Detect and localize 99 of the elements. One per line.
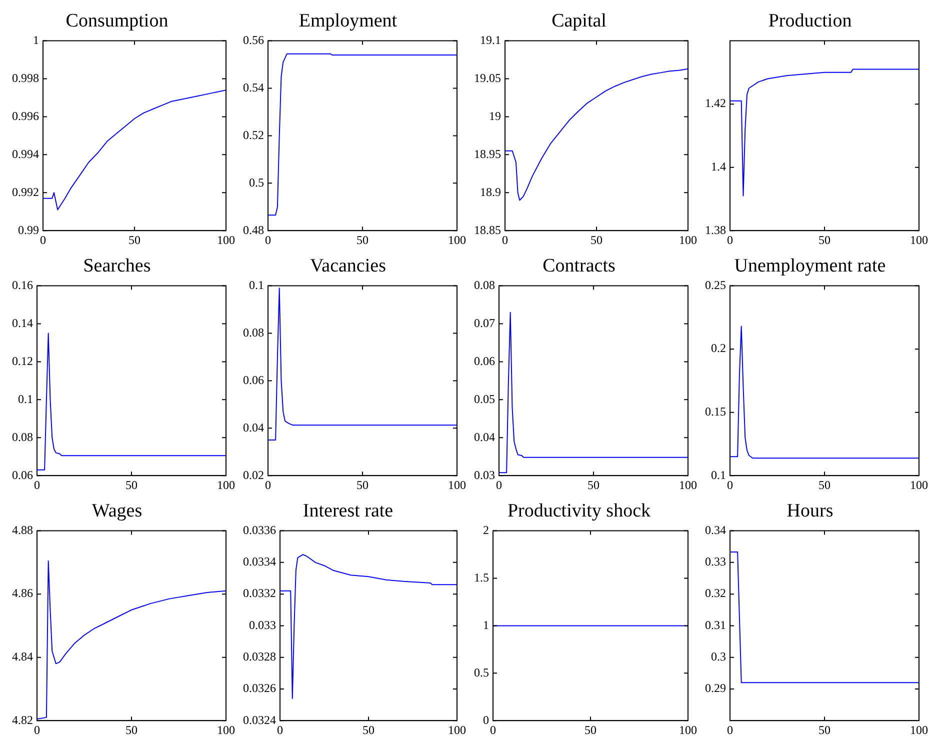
x-tick-label: 50 — [126, 722, 138, 737]
x-tick-label: 100 — [448, 232, 466, 247]
x-tick-label: 100 — [217, 722, 235, 737]
y-tick-label: 0.06 — [243, 372, 264, 387]
x-tick-label: 50 — [818, 232, 830, 247]
y-tick-label: 0.0332 — [243, 586, 276, 600]
y-tick-label: 0.25 — [705, 278, 726, 292]
y-tick-label: 0.04 — [243, 420, 264, 434]
x-tick-label: 50 — [818, 722, 830, 737]
chart-title: Consumption — [66, 10, 169, 32]
y-tick-label: 0.33 — [705, 554, 726, 569]
y-tick-label: 0.99 — [18, 222, 39, 237]
y-tick-label: 4.86 — [12, 586, 33, 600]
y-tick-label: 2 — [483, 522, 489, 537]
x-tick-label: 50 — [128, 232, 140, 247]
y-tick-label: 0.0324 — [243, 712, 276, 727]
x-tick-label: 50 — [356, 478, 368, 492]
y-tick-label: 0.1 — [18, 392, 33, 406]
y-tick-label: 0.04 — [474, 430, 495, 444]
x-tick-label: 50 — [590, 232, 602, 247]
chart-title: Capital — [552, 10, 606, 32]
chart-title: Employment — [298, 10, 398, 32]
x-tick-label: 50 — [818, 478, 830, 492]
x-tick-label: 50 — [584, 722, 596, 737]
y-tick-label: 18.9 — [480, 184, 501, 199]
x-tick-label: 100 — [679, 232, 697, 247]
y-tick-label: 0.32 — [705, 586, 726, 600]
y-tick-label: 18.95 — [474, 146, 501, 161]
y-tick-label: 0.994 — [12, 146, 39, 161]
y-tick-label: 0.06 — [12, 468, 33, 482]
y-tick-label: 0.08 — [12, 430, 33, 444]
y-tick-label: 4.82 — [12, 712, 33, 727]
y-tick-label: 4.88 — [12, 522, 33, 537]
y-tick-label: 0.05 — [474, 392, 495, 406]
y-tick-label: 0.34 — [705, 522, 726, 537]
y-tick-label: 0.06 — [474, 354, 495, 368]
y-tick-label: 0.12 — [12, 354, 33, 368]
y-tick-label: 0.31 — [705, 618, 726, 632]
y-tick-label: 19.05 — [474, 70, 501, 85]
y-tick-label: 0.0334 — [243, 554, 276, 569]
y-tick-label: 0.0328 — [243, 649, 276, 664]
y-tick-label: 1.38 — [705, 222, 726, 237]
chart-title: Vacancies — [310, 255, 386, 276]
y-tick-label: 0.0336 — [243, 522, 276, 537]
y-tick-label: 0.48 — [243, 222, 264, 237]
chart-title: Contracts — [542, 255, 616, 276]
x-tick-label: 50 — [362, 722, 374, 737]
y-tick-label: 0.5 — [474, 665, 489, 680]
x-tick-label: 100 — [217, 478, 235, 492]
x-tick-label: 100 — [679, 478, 697, 492]
x-tick-label: 100 — [910, 722, 928, 737]
y-tick-label: 0.52 — [243, 128, 264, 142]
y-tick-label: 0.0326 — [243, 681, 276, 696]
chart-title: Wages — [92, 500, 142, 522]
y-tick-label: 0.033 — [249, 618, 276, 632]
x-tick-label: 100 — [910, 232, 928, 247]
y-tick-label: 18.85 — [474, 222, 501, 237]
y-tick-label: 0.07 — [474, 316, 495, 330]
chart-title: Production — [768, 10, 852, 32]
y-tick-label: 0.996 — [12, 108, 39, 123]
x-tick-label: 100 — [217, 232, 235, 247]
chart-title: Hours — [786, 500, 834, 522]
x-tick-label: 50 — [588, 478, 600, 492]
chart-title: Productivity shock — [507, 500, 652, 522]
x-tick-label: 50 — [126, 478, 138, 492]
chart-title: Unemployment rate — [734, 255, 886, 276]
x-tick-label: 100 — [910, 478, 928, 492]
y-tick-label: 1.4 — [711, 159, 726, 174]
y-tick-label: 1.5 — [474, 570, 489, 584]
y-tick-label: 1 — [483, 618, 489, 632]
y-tick-label: 19.1 — [480, 32, 501, 47]
y-tick-label: 0.56 — [243, 32, 264, 47]
y-tick-label: 4.84 — [12, 649, 33, 664]
y-tick-label: 0.29 — [705, 681, 726, 696]
x-tick-label: 100 — [679, 722, 697, 737]
y-tick-label: 1.42 — [705, 96, 726, 110]
y-tick-label: 0.08 — [243, 325, 264, 340]
y-tick-label: 0.5 — [249, 175, 264, 190]
chart-title: Searches — [83, 255, 151, 276]
x-tick-label: 50 — [356, 232, 368, 247]
chart-title: Interest rate — [302, 500, 394, 522]
y-tick-label: 0.54 — [243, 80, 264, 94]
y-tick-label: 0.08 — [474, 278, 495, 292]
y-tick-label: 0 — [483, 712, 489, 727]
y-tick-label: 0.15 — [705, 404, 726, 418]
y-tick-label: 0.1 — [249, 278, 264, 292]
y-tick-label: 0.3 — [711, 649, 726, 664]
y-tick-label: 0.992 — [12, 184, 39, 199]
y-tick-label: 0.2 — [711, 341, 726, 356]
y-tick-label: 0.02 — [243, 468, 264, 482]
x-tick-label: 100 — [448, 478, 466, 492]
x-tick-label: 100 — [448, 722, 466, 737]
y-tick-label: 0.1 — [711, 468, 726, 482]
y-tick-label: 1 — [33, 32, 39, 47]
y-tick-label: 0.16 — [12, 278, 33, 292]
y-tick-label: 0.03 — [474, 468, 495, 482]
y-tick-label: 19 — [489, 108, 501, 123]
y-tick-label: 0.14 — [12, 316, 33, 330]
y-tick-label: 0.998 — [12, 70, 39, 85]
